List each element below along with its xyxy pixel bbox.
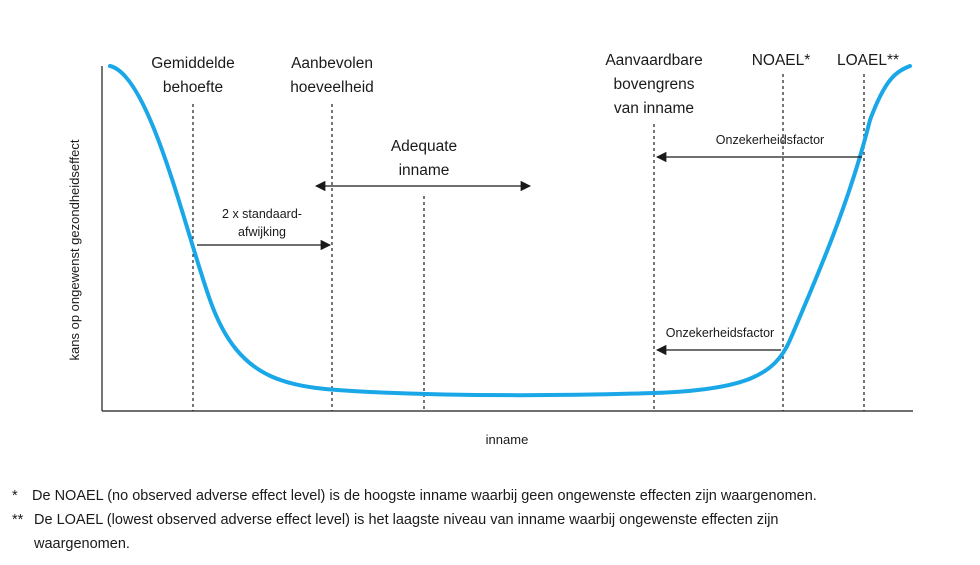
footnote-noael: * De NOAEL (no observed adverse effect l… — [12, 484, 972, 508]
mean-requirement-label-2: behoefte — [163, 79, 223, 96]
upper-limit-label-2: bovengrens — [613, 76, 694, 93]
footnotes: * De NOAEL (no observed adverse effect l… — [12, 484, 972, 556]
upper-limit-label-3: van inname — [614, 100, 694, 117]
y-axis-title: kans op ongewenst gezondheidseffect — [67, 139, 82, 360]
footnote-mark: * — [12, 488, 18, 504]
footnote-text: De NOAEL (no observed adverse effect lev… — [32, 488, 817, 504]
x-axis-title: inname — [486, 432, 529, 447]
uncertainty-top-label: Onzekerheidsfactor — [716, 133, 824, 147]
noael-label: NOAEL* — [752, 52, 811, 69]
sd-label-1: 2 x standaard- — [222, 207, 302, 221]
risk-curve-diagram: Gemiddelde behoefte Aanbevolen hoeveelhe… — [67, 52, 913, 447]
adequate-label-2: inname — [399, 162, 450, 179]
loael-label: LOAEL** — [837, 52, 899, 69]
adequate-label-1: Adequate — [391, 138, 457, 155]
recommended-label-1: Aanbevolen — [291, 55, 373, 72]
sd-label-2: afwijking — [238, 225, 286, 239]
uncertainty-bottom-label: Onzekerheidsfactor — [666, 326, 774, 340]
footnote-loael: ** De LOAEL (lowest observed adverse eff… — [12, 508, 972, 556]
upper-limit-label-1: Aanvaardbare — [605, 52, 702, 69]
footnote-mark: ** — [12, 512, 24, 528]
risk-curve — [108, 64, 912, 398]
recommended-label-2: hoeveelheid — [290, 79, 374, 96]
mean-requirement-label-1: Gemiddelde — [151, 55, 235, 72]
footnote-text: De LOAEL (lowest observed adverse effect… — [34, 512, 779, 552]
